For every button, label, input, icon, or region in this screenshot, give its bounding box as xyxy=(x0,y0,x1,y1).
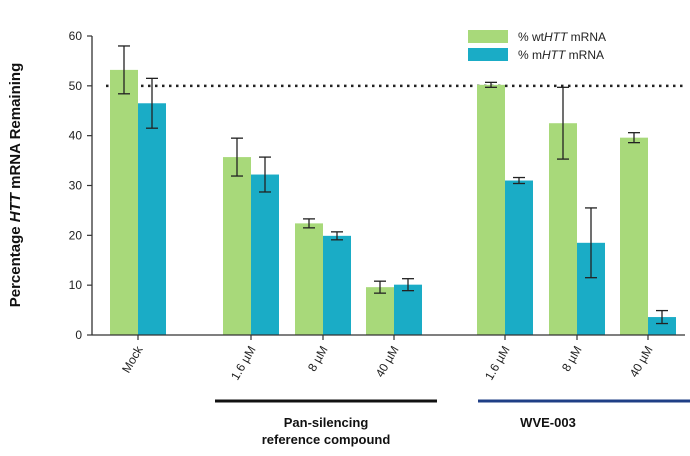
bar-series2-7 xyxy=(648,317,676,335)
bar-series2-1 xyxy=(138,103,166,336)
x-tick-label: 40 µM xyxy=(627,343,656,379)
x-tick-label: 1.6 µM xyxy=(482,344,513,383)
bar-series1-2 xyxy=(223,157,251,335)
bar-series1-3 xyxy=(295,223,323,335)
legend-label-2: % mHTT mRNA xyxy=(518,48,604,62)
bar-series1-4 xyxy=(366,287,394,335)
y-tick-labels-group: 0 10 20 30 40 50 60 xyxy=(69,29,83,342)
y-tick-label: 20 xyxy=(69,228,83,242)
x-tick-label: 40 µM xyxy=(373,343,402,379)
legend-swatch-1 xyxy=(468,30,508,43)
legend-label-part: % wt xyxy=(518,30,545,44)
legend: % wtHTT mRNA% mHTT mRNA xyxy=(468,30,606,62)
legend-label-part: % m xyxy=(518,48,542,62)
bar-series2-5 xyxy=(505,180,533,335)
group-label-2: WVE-003 xyxy=(520,415,576,430)
legend-label-part: mRNA xyxy=(565,48,604,62)
y-axis-label-part: mRNA Remaining xyxy=(7,63,24,193)
bar-series1-7 xyxy=(620,137,648,335)
x-tick-label: 8 µM xyxy=(305,344,331,374)
y-axis-label: Percentage HTT mRNA Remaining xyxy=(7,63,24,308)
y-tick-label: 10 xyxy=(69,278,83,292)
y-tick-label: 50 xyxy=(69,79,83,93)
error-bars-group xyxy=(118,45,668,325)
axes-group xyxy=(87,35,685,340)
group-label-1: reference compound xyxy=(262,432,391,447)
group-brackets: Pan-silencing reference compound WVE-003 xyxy=(215,399,690,447)
x-tick-label: 8 µM xyxy=(559,344,585,374)
bar-series2-3 xyxy=(323,235,351,335)
y-axis-label-part: Percentage xyxy=(7,222,24,307)
bar-series2-4 xyxy=(394,284,422,335)
y-tick-label: 40 xyxy=(69,129,83,143)
y-tick-label: 30 xyxy=(69,179,83,193)
x-tick-labels-group: Mock 1.6 µM 8 µM 40 µM 1.6 µM 8 µM 40 µM xyxy=(119,343,655,383)
y-tick-label: 60 xyxy=(69,29,83,43)
bar-series1-1 xyxy=(110,69,138,336)
legend-label-part: mRNA xyxy=(567,30,606,44)
group-label-1: Pan-silencing xyxy=(284,415,369,430)
legend-label-part: HTT xyxy=(544,30,569,44)
bar-series1-5 xyxy=(477,84,505,335)
y-axis-label-group: Percentage HTT mRNA Remaining xyxy=(7,63,24,308)
y-tick-label: 0 xyxy=(75,328,82,342)
x-tick-label: 1.6 µM xyxy=(228,344,259,383)
bars-group xyxy=(110,69,676,336)
legend-label-part: HTT xyxy=(542,48,567,62)
legend-label-1: % wtHTT mRNA xyxy=(518,30,606,44)
x-tick-label: Mock xyxy=(119,343,146,376)
y-axis-label-part: HTT xyxy=(7,191,24,222)
bar-series2-2 xyxy=(251,174,279,335)
legend-swatch-2 xyxy=(468,48,508,61)
